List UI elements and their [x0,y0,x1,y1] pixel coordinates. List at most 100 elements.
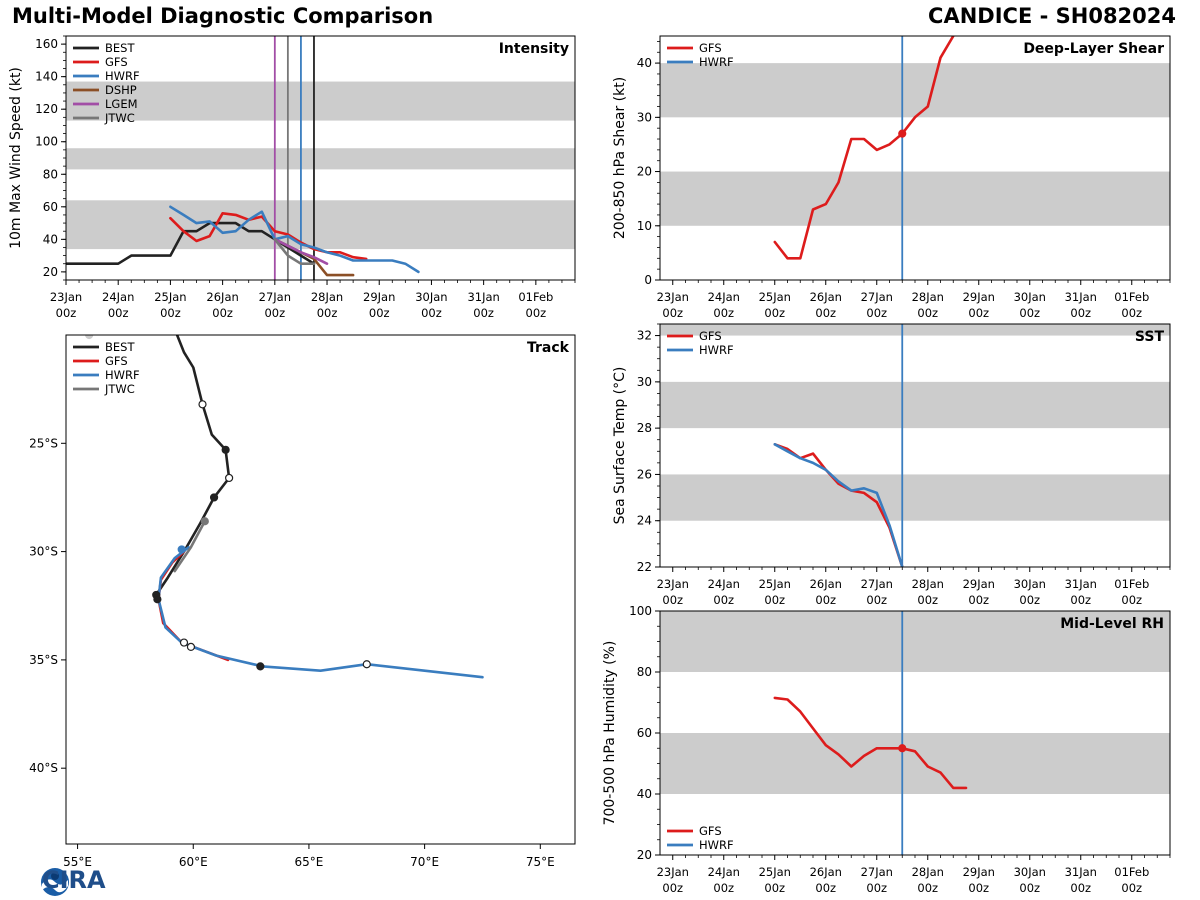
track-ytick-label: 40°S [29,761,58,775]
rh-band-1 [660,611,1170,672]
track-legend-label-jtwc: JTWC [104,382,135,396]
sst-xtick-date: 27Jan [861,577,893,591]
rh-series-gfs [773,696,968,790]
sst-band-0 [660,474,1170,521]
sst-ytick-label: 32 [637,329,652,343]
track-marker-3 [209,493,219,502]
rh-band-0 [660,733,1170,794]
intensity-ytick-label: 120 [35,102,58,116]
rh-xtick-date: 31Jan [1065,865,1097,879]
shear-ytick-label: 10 [637,219,652,233]
rh-xtick-hour: 00z [713,881,734,895]
sst-xtick-hour: 00z [1019,593,1040,607]
intensity-xtick-hour: 00z [56,306,77,320]
intensity-series-hwrf [169,205,420,274]
track-title: Track [527,340,570,356]
shear-xtick-date: 01Feb [1114,290,1149,304]
track-legend-label-hwrf: HWRF [105,368,140,382]
cira-logo-text: CIRA [42,866,106,894]
intensity-xtick-hour: 00z [317,306,338,320]
track-frame [65,334,576,845]
track-marker-11 [362,660,371,669]
sst-xtick-hour: 00z [917,593,938,607]
shear-xtick-date: 30Jan [1014,290,1046,304]
sst-band-2 [660,324,1170,336]
sst-xtick-hour: 00z [1121,593,1142,607]
sst-xtick-hour: 00z [662,593,683,607]
intensity-xtick-date: 01Feb [518,290,553,304]
intensity-xtick-hour: 00z [369,306,390,320]
track-panel: 25°S 30°S 35°S 40°S 55°E 60°E 65°E 70°E 75°E Trac… [29,334,576,869]
intensity-ytick-label: 80 [43,167,58,181]
shear-plot-area [660,36,1170,280]
intensity-xtick-date: 24Jan [102,290,134,304]
intensity-series-jtwc [273,238,316,266]
shear-xtick-hour: 00z [917,306,938,320]
shear-ytick-label: 0 [644,273,652,287]
intensity-series-lgem [273,238,329,266]
intensity-xtick-hour: 00z [108,306,129,320]
intensity-xtick-hour: 00z [160,306,181,320]
intensity-xtick-hour: 00z [526,306,547,320]
shear-xtick-hour: 00z [1070,306,1091,320]
intensity-plot-area [66,36,575,280]
sst-xtick-hour: 00z [764,593,785,607]
intensity-xtick-date: 26Jan [206,290,238,304]
intensity-band-1 [66,148,575,170]
shear-panel: 0 10 20 30 40 23Jan 00z 24Jan 00z 25Jan 00z 26Jan 00… [612,35,1171,320]
rh-title: Mid-Level RH [1060,616,1164,632]
shear-ytick-label: 20 [637,165,652,179]
track-marker-1 [221,445,230,454]
intensity-ytick-label: 100 [35,135,58,149]
shear-xtick-date: 27Jan [861,290,893,304]
intensity-band-2 [66,81,575,121]
sst-xtick-date: 31Jan [1065,577,1097,591]
shear-band-0 [660,171,1170,226]
shear-ytick-label: 30 [637,110,652,124]
shear-series-gfs [773,36,955,260]
rh-xtick-hour: 00z [866,881,887,895]
storm-name-title: CANDICE - SH082024 [928,4,1176,28]
rh-ytick-label: 40 [637,787,652,801]
track-series-jtwc [173,519,207,573]
track-marker-12 [85,335,94,340]
track-marker-7 [177,545,186,554]
intensity-ylabel: 10m Max Wind Speed (kt) [8,67,24,249]
sst-ytick-label: 28 [637,421,652,435]
sst-xtick-hour: 00z [968,593,989,607]
intensity-xtick-date: 31Jan [467,290,499,304]
track-marker-5 [153,595,162,604]
rh-xtick-date: 29Jan [963,865,995,879]
rh-ytick-label: 100 [629,604,652,618]
track-series-best [154,335,231,601]
sst-xtick-date: 29Jan [963,577,995,591]
shear-xtick-hour: 00z [866,306,887,320]
shear-ytick-label: 40 [637,56,652,70]
rh-xtick-date: 25Jan [759,865,791,879]
rh-xtick-hour: 00z [1121,881,1142,895]
sst-ytick-label: 24 [637,514,652,528]
intensity-legend-label-lgem: LGEM [105,97,138,111]
figure-title: Multi-Model Diagnostic Comparison [12,4,434,28]
shear-xtick-hour: 00z [1121,306,1142,320]
rh-marker-0 [898,744,907,753]
intensity-ytick-label: 60 [43,200,58,214]
intensity-xtick-hour: 00z [264,306,285,320]
intensity-xtick-hour: 00z [212,306,233,320]
intensity-title: Intensity [499,41,569,57]
sst-band-1 [660,381,1170,429]
shear-xtick-date: 26Jan [810,290,842,304]
intensity-legend-label-best: BEST [105,41,135,55]
shear-xtick-date: 29Jan [963,290,995,304]
track-marker-6 [200,517,209,526]
sst-plot-area [660,324,1170,567]
sst-xtick-date: 30Jan [1014,577,1046,591]
rh-xtick-hour: 00z [764,881,785,895]
track-xtick-label: 65°E [295,855,324,869]
shear-xtick-date: 24Jan [708,290,740,304]
track-xtick-label: 70°E [410,855,439,869]
shear-xtick-hour: 00z [815,306,836,320]
shear-xtick-date: 23Jan [657,290,689,304]
sst-series-hwrf [773,442,904,567]
